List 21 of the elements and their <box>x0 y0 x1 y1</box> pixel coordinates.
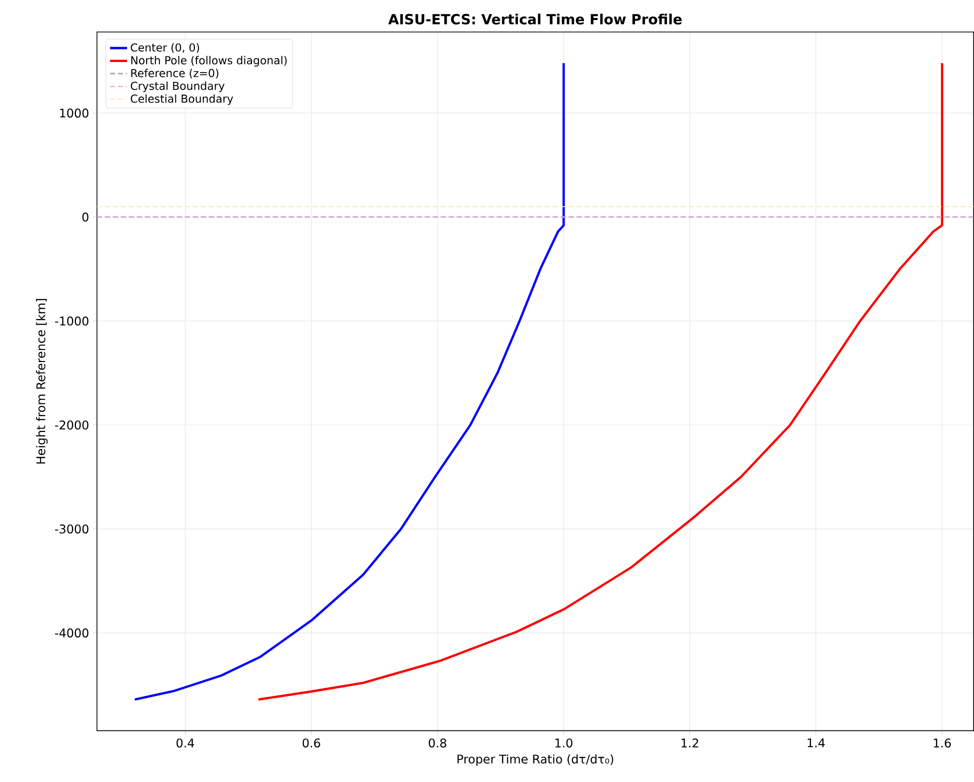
x-tick-label: 1.6 <box>934 738 951 748</box>
y-tick-label: -3000 <box>55 524 88 534</box>
legend-label: Crystal Boundary <box>130 82 225 92</box>
x-tick-label: 0.8 <box>428 738 446 748</box>
legend-label: Celestial Boundary <box>130 94 234 106</box>
y-tick-label: 0 <box>82 212 88 222</box>
legend-label: Center (0, 0) <box>130 43 200 54</box>
x-tick-label: 0.4 <box>176 738 194 748</box>
y-axis-title: Height from Reference [km] <box>36 299 48 464</box>
y-tick-label: -2000 <box>55 420 88 430</box>
x-tick-label: 1.0 <box>555 738 572 748</box>
x-tick-label: 1.4 <box>808 738 825 748</box>
y-tick-label: -4000 <box>55 628 88 638</box>
legend-label: North Pole (follows diagonal) <box>131 56 287 67</box>
x-axis-title: Proper Time Ratio (dτ/dτ₀) <box>458 754 614 766</box>
y-tick-label: -1000 <box>55 316 88 326</box>
chart-title: AISU-ETCS: Vertical Time Flow Profile <box>388 14 682 25</box>
legend-label: Reference (z=0) <box>131 68 218 79</box>
x-tick-label: 1.2 <box>682 738 698 748</box>
x-tick-label: 0.6 <box>302 738 320 748</box>
y-tick-label: 1000 <box>60 108 88 118</box>
